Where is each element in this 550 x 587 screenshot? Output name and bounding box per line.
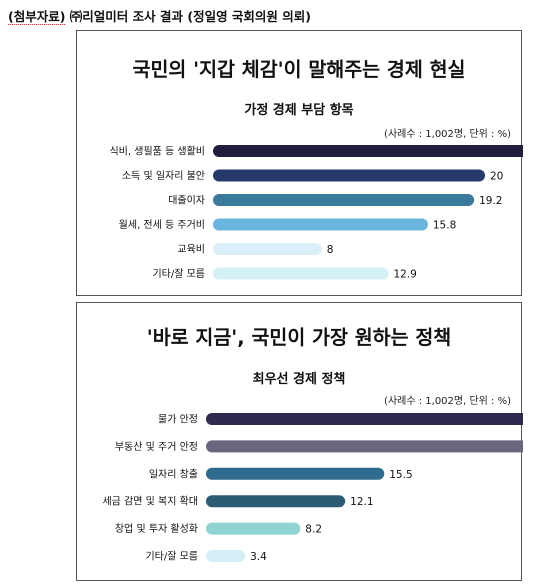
- header-text: ㈜리얼미터 조사 결과 (정일영 국회의원 의뢰): [69, 9, 311, 24]
- bar: [213, 267, 389, 280]
- category-label: 물가 안정: [158, 414, 198, 426]
- bar: [213, 218, 428, 231]
- panel-heading: 국민의 '지갑 체감'이 말해주는 경제 현실: [132, 58, 466, 81]
- category-label: 월세, 전세 등 주거비: [119, 219, 205, 231]
- bar: [206, 467, 385, 480]
- chart-panel-household-burden: 국민의 '지갑 체감'이 말해주는 경제 현실 가정 경제 부담 항목 (사례수…: [76, 30, 523, 296]
- bar: [213, 169, 485, 182]
- category-label: 일자리 창출: [149, 468, 198, 480]
- document-header: (첨부자료) ㈜리얼미터 조사 결과 (정일영 국회의원 의뢰): [8, 6, 311, 25]
- category-label: 부동산 및 주거 안정: [115, 441, 198, 453]
- bar: [206, 440, 523, 453]
- category-label: 기타/잘 모름: [145, 551, 198, 563]
- sample-note: (사례수 : 1,002명, 단위 : %): [384, 129, 511, 140]
- category-label: 창업 및 투자 활성화: [115, 522, 198, 535]
- bar: [213, 145, 523, 157]
- bar: [213, 194, 475, 206]
- bar: [206, 550, 246, 562]
- value-label: 8.2: [305, 524, 322, 536]
- category-label: 교육비: [177, 244, 205, 256]
- bar: [206, 522, 301, 535]
- chart-title: 가정 경제 부담 항목: [244, 103, 354, 118]
- value-label: 12.1: [350, 496, 373, 508]
- chart-panel-priority-policy: '바로 지금', 국민이 가장 원하는 정책 최우선 경제 정책 (사례수 : …: [76, 302, 523, 581]
- bar: [206, 413, 523, 425]
- category-label: 식비, 생필품 등 생활비: [109, 145, 205, 158]
- category-label: 기타/잘 모름: [152, 268, 205, 280]
- bar: [206, 495, 346, 508]
- bar-chart-household-burden: 식비, 생필품 등 생활비24.2소득 및 일자리 불안20대출이자19.2월세…: [109, 145, 523, 281]
- value-label: 15.8: [433, 220, 456, 232]
- sample-note: (사례수 : 1,002명, 단위 : %): [384, 396, 511, 407]
- attachment-label: (첨부자료): [8, 9, 66, 25]
- category-label: 세금 감면 및 복지 확대: [102, 496, 198, 508]
- category-label: 대출이자: [168, 195, 205, 207]
- chart-title: 최우선 경제 정책: [252, 372, 346, 387]
- value-label: 12.9: [393, 269, 416, 281]
- value-label: 15.5: [389, 469, 412, 481]
- value-label: 20: [490, 171, 503, 183]
- value-label: 19.2: [479, 195, 502, 207]
- category-label: 소득 및 일자리 불안: [122, 170, 205, 182]
- value-label: 8: [327, 244, 334, 256]
- bar: [213, 243, 322, 255]
- panel-heading: '바로 지금', 국민이 가장 원하는 정책: [146, 326, 452, 349]
- value-label: 3.4: [250, 551, 267, 563]
